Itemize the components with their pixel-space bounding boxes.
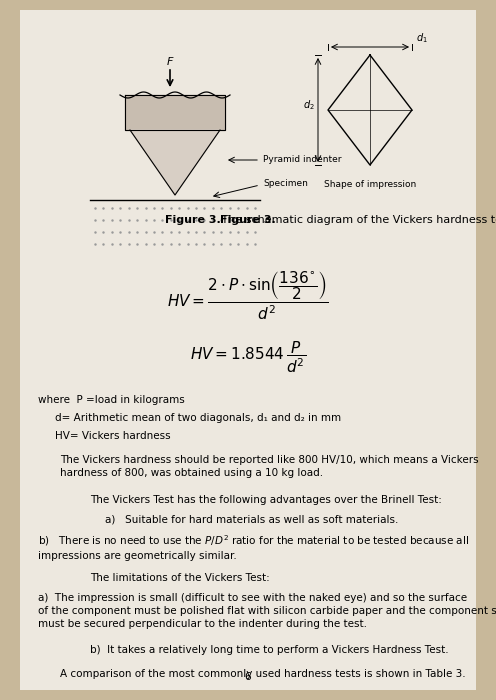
Text: A comparison of the most commonly used hardness tests is shown in Table 3.: A comparison of the most commonly used h… — [60, 669, 466, 679]
Text: Specimen: Specimen — [263, 178, 308, 188]
Text: 6: 6 — [245, 672, 251, 682]
Text: Shape of impression: Shape of impression — [324, 180, 416, 189]
Text: b)   There is no need to use the $P/D^2$ ratio for the material to be tested bec: b) There is no need to use the $P/D^2$ r… — [38, 533, 469, 561]
FancyBboxPatch shape — [20, 10, 476, 690]
Text: F: F — [167, 57, 173, 67]
Text: d= Arithmetic mean of two diagonals, d₁ and d₂ in mm: d= Arithmetic mean of two diagonals, d₁ … — [55, 413, 341, 423]
Text: The limitations of the Vickers Test:: The limitations of the Vickers Test: — [90, 573, 270, 583]
Text: The Vickers hardness should be reported like 800 HV/10, which means a Vickers
ha: The Vickers hardness should be reported … — [60, 455, 479, 478]
Text: where  P =load in kilograms: where P =load in kilograms — [38, 395, 185, 405]
Text: $\mathit{HV} = 1.8544\,\dfrac{P}{d^2}$: $\mathit{HV} = 1.8544\,\dfrac{P}{d^2}$ — [190, 340, 306, 375]
Text: The schematic diagram of the Vickers hardness test: The schematic diagram of the Vickers har… — [218, 215, 496, 225]
Text: The Vickers Test has the following advantages over the Brinell Test:: The Vickers Test has the following advan… — [90, 495, 442, 505]
Text: HV= Vickers hardness: HV= Vickers hardness — [55, 431, 171, 441]
Text: a)  The impression is small (difficult to see with the naked eye) and so the sur: a) The impression is small (difficult to… — [38, 593, 496, 629]
Polygon shape — [125, 95, 225, 130]
Text: Figure 3.: Figure 3. — [220, 215, 276, 225]
Text: Figure 3.: Figure 3. — [165, 215, 221, 225]
Text: $d_1$: $d_1$ — [416, 32, 428, 45]
Text: $HV = \dfrac{2 \cdot P \cdot \sin\!\left(\dfrac{136^{\circ}}{2}\right)}{d^2}$: $HV = \dfrac{2 \cdot P \cdot \sin\!\left… — [167, 270, 329, 323]
Text: $d_2$: $d_2$ — [303, 98, 315, 112]
Polygon shape — [130, 130, 220, 195]
Text: b)  It takes a relatively long time to perform a Vickers Hardness Test.: b) It takes a relatively long time to pe… — [90, 645, 448, 655]
Text: a)   Suitable for hard materials as well as soft materials.: a) Suitable for hard materials as well a… — [105, 515, 398, 525]
Text: Pyramid indenter: Pyramid indenter — [263, 155, 342, 164]
